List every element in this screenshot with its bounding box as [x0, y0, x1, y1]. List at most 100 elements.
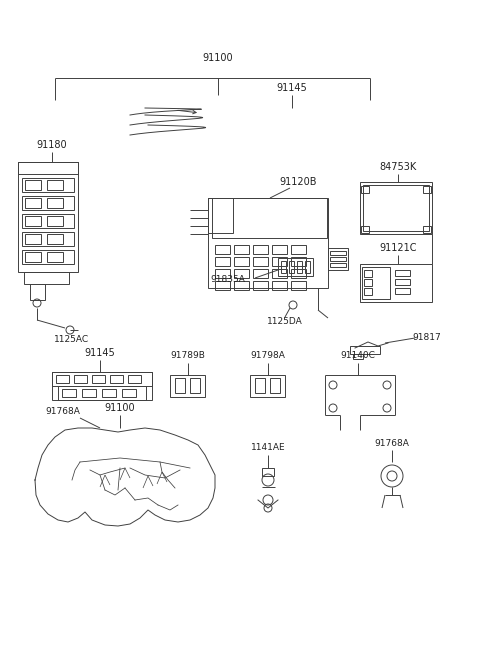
- Text: 1141AE: 1141AE: [251, 443, 285, 453]
- Bar: [262, 468, 274, 476]
- Bar: [361, 226, 369, 233]
- Bar: [52, 372, 152, 386]
- Text: 91121C: 91121C: [379, 243, 417, 253]
- Bar: [175, 378, 185, 393]
- Bar: [208, 198, 328, 288]
- Bar: [18, 162, 78, 272]
- Bar: [395, 279, 410, 285]
- Bar: [102, 389, 116, 397]
- Text: 91798A: 91798A: [251, 352, 286, 360]
- Bar: [215, 281, 230, 290]
- Text: 91140C: 91140C: [341, 352, 375, 360]
- Bar: [291, 257, 306, 266]
- Text: 91145: 91145: [276, 83, 307, 93]
- Bar: [82, 389, 96, 397]
- Bar: [330, 257, 346, 261]
- Bar: [25, 198, 41, 208]
- Bar: [291, 245, 306, 254]
- Bar: [30, 284, 45, 300]
- Bar: [56, 375, 69, 383]
- Bar: [22, 214, 74, 228]
- Bar: [62, 389, 76, 397]
- Bar: [24, 272, 69, 284]
- Bar: [364, 270, 372, 277]
- Text: 91817: 91817: [413, 333, 442, 343]
- Text: 91768A: 91768A: [46, 407, 81, 417]
- Bar: [272, 269, 287, 278]
- Bar: [297, 261, 302, 273]
- Bar: [47, 198, 63, 208]
- Bar: [215, 269, 230, 278]
- Bar: [395, 270, 410, 276]
- Bar: [253, 269, 268, 278]
- Bar: [22, 196, 74, 210]
- Bar: [363, 185, 429, 231]
- Bar: [272, 281, 287, 290]
- Bar: [423, 186, 431, 193]
- Bar: [272, 245, 287, 254]
- Bar: [47, 180, 63, 190]
- Bar: [92, 375, 105, 383]
- Bar: [255, 378, 265, 393]
- Bar: [25, 234, 41, 244]
- Bar: [278, 258, 313, 276]
- Bar: [253, 281, 268, 290]
- Bar: [234, 269, 249, 278]
- Bar: [328, 248, 348, 270]
- Bar: [74, 375, 87, 383]
- Text: 91835A: 91835A: [210, 276, 245, 284]
- Bar: [395, 288, 410, 294]
- Bar: [364, 279, 372, 286]
- Text: 91180: 91180: [36, 140, 67, 150]
- Bar: [330, 251, 346, 255]
- Bar: [190, 378, 200, 393]
- Bar: [330, 263, 346, 267]
- Bar: [18, 162, 78, 174]
- Bar: [22, 250, 74, 264]
- Bar: [289, 261, 294, 273]
- Bar: [353, 354, 363, 359]
- Text: 84753K: 84753K: [379, 162, 417, 172]
- Bar: [22, 178, 74, 192]
- Bar: [272, 257, 287, 266]
- Bar: [47, 216, 63, 226]
- Bar: [364, 288, 372, 295]
- Bar: [291, 281, 306, 290]
- Text: 91100: 91100: [203, 53, 233, 63]
- Bar: [360, 264, 432, 302]
- Text: 91768A: 91768A: [374, 438, 409, 447]
- Bar: [281, 261, 286, 273]
- Bar: [47, 252, 63, 262]
- Text: 1125DA: 1125DA: [267, 318, 303, 326]
- Text: 91789B: 91789B: [170, 352, 205, 360]
- Text: 1125AC: 1125AC: [54, 335, 90, 345]
- Text: 91145: 91145: [84, 348, 115, 358]
- Bar: [170, 375, 205, 397]
- Text: 91120B: 91120B: [279, 177, 317, 187]
- Bar: [234, 281, 249, 290]
- Bar: [362, 267, 390, 299]
- Bar: [47, 234, 63, 244]
- Bar: [212, 198, 327, 238]
- Bar: [291, 269, 306, 278]
- Bar: [215, 245, 230, 254]
- Bar: [215, 257, 230, 266]
- Bar: [25, 252, 41, 262]
- Bar: [360, 182, 432, 234]
- Bar: [250, 375, 285, 397]
- Bar: [234, 245, 249, 254]
- Bar: [361, 186, 369, 193]
- Bar: [122, 389, 136, 397]
- Bar: [208, 198, 233, 233]
- Bar: [25, 180, 41, 190]
- Bar: [25, 216, 41, 226]
- Bar: [22, 232, 74, 246]
- Bar: [423, 226, 431, 233]
- Bar: [270, 378, 280, 393]
- Text: 91100: 91100: [105, 403, 135, 413]
- Bar: [110, 375, 123, 383]
- Bar: [128, 375, 141, 383]
- Bar: [253, 245, 268, 254]
- Bar: [253, 257, 268, 266]
- Bar: [58, 386, 146, 400]
